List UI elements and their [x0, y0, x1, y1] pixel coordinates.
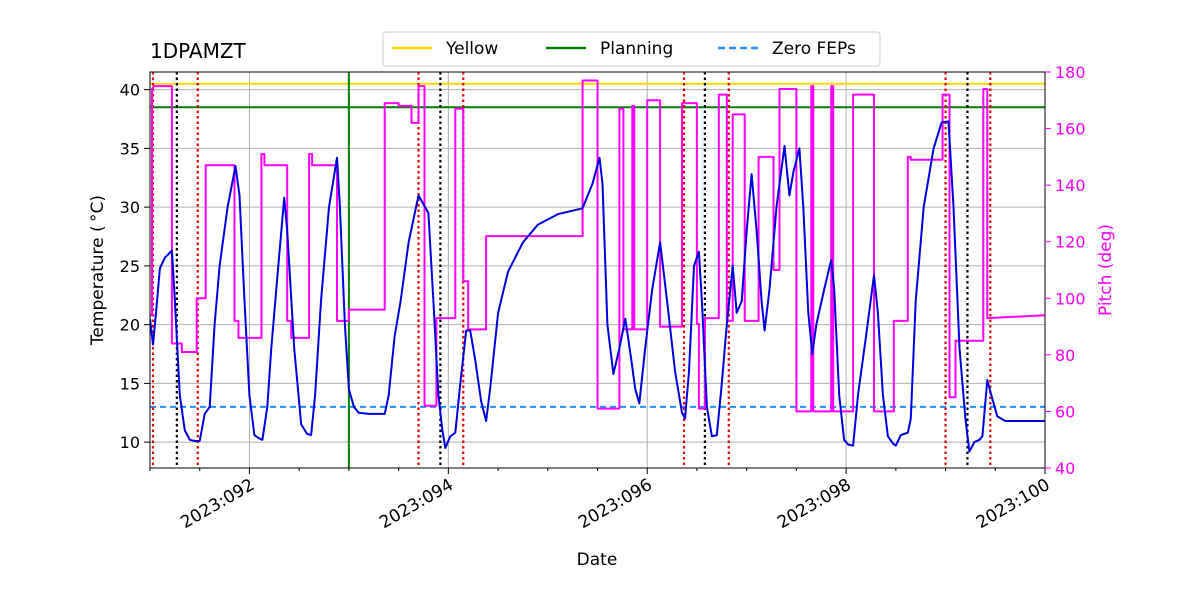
- y2-tick-label: 120: [1055, 233, 1086, 252]
- x-tick-label: 2023:094: [376, 475, 457, 533]
- axis-ticks: 2023:092 2023:094 2023:096 2023:098 2023:100…: [120, 63, 1086, 533]
- series-lines: [150, 79, 1045, 453]
- x-tick-label: 2023:092: [177, 475, 258, 533]
- y2-tick-label: 180: [1055, 63, 1086, 82]
- legend: Yellow Planning Zero FEPs: [382, 31, 881, 67]
- legend-box: [382, 31, 881, 67]
- y2-tick-label: 40: [1055, 459, 1075, 478]
- y-tick-label: 10: [120, 433, 140, 452]
- y-tick-label: 15: [120, 374, 140, 393]
- y2-tick-label: 80: [1055, 346, 1075, 365]
- y2-axis-label: Pitch (deg): [1096, 224, 1116, 316]
- y2-tick-label: 140: [1055, 176, 1086, 195]
- y2-tick-label: 160: [1055, 120, 1086, 139]
- x-tick-label: 2023:098: [774, 475, 855, 533]
- x-tick-label: 2023:100: [973, 475, 1054, 533]
- x-tick-label: 2023:096: [575, 475, 656, 533]
- temperature-line: [150, 120, 1045, 453]
- legend-label: Zero FEPs: [772, 39, 856, 59]
- chart-title: 1DPAMZT: [150, 39, 247, 63]
- legend-label: Planning: [600, 39, 673, 59]
- y-tick-label: 30: [120, 198, 140, 217]
- y-tick-label: 35: [120, 139, 140, 158]
- y-axis-label: Temperature ( °C): [88, 195, 108, 346]
- y-tick-label: 40: [120, 81, 140, 100]
- y-tick-label: 20: [120, 316, 140, 335]
- legend-label: Yellow: [445, 39, 498, 59]
- y2-tick-label: 100: [1055, 289, 1086, 308]
- x-axis-label: Date: [577, 550, 618, 570]
- y-tick-label: 25: [120, 257, 140, 276]
- y2-tick-label: 60: [1055, 402, 1075, 421]
- pitch-line: [150, 79, 1045, 413]
